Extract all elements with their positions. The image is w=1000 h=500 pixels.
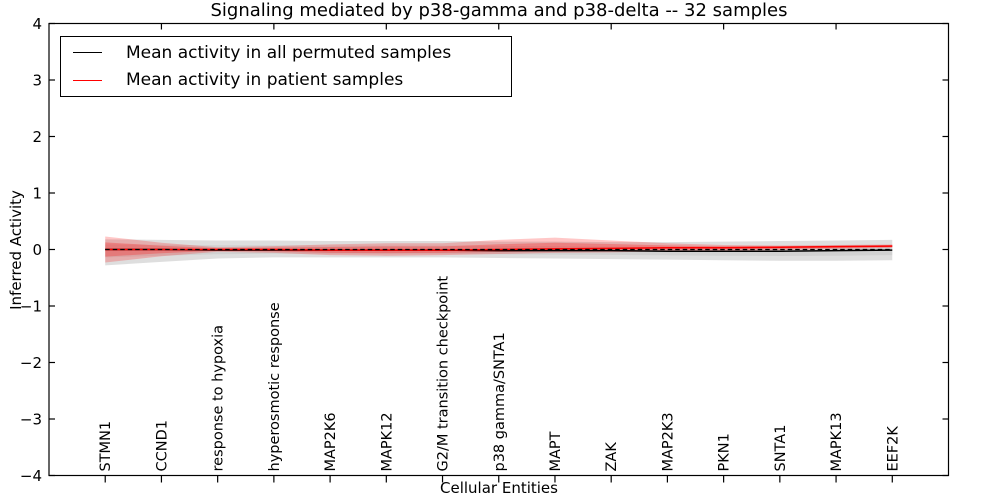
y-tick-label: 3 <box>32 72 42 90</box>
x-category-label: MAPK13 <box>829 412 845 471</box>
patient-line-swatch <box>73 79 102 81</box>
legend-item-patient: Mean activity in patient samples <box>73 68 511 92</box>
legend: Mean activity in all permuted samples Me… <box>60 36 512 97</box>
y-tick-label: −2 <box>20 354 42 372</box>
y-tick-label: 2 <box>32 128 42 146</box>
x-category-label: MAP2K6 <box>323 412 339 471</box>
top-x-ticks <box>160 23 837 30</box>
x-category-label: SNTA1 <box>773 425 789 472</box>
x-category-label: G2/M transition checkpoint <box>436 276 452 472</box>
x-category-label: EEF2K <box>885 426 901 472</box>
y-tick-label: 0 <box>32 241 42 259</box>
legend-item-permuted: Mean activity in all permuted samples <box>73 41 511 65</box>
x-category-label: MAPT <box>548 431 564 471</box>
y-tick-label: 1 <box>32 185 42 203</box>
y-tick-label: 4 <box>32 15 42 33</box>
x-category-label: STMN1 <box>98 421 114 472</box>
x-category-label: hyperosmotic response <box>267 302 283 471</box>
y-tick-label: −3 <box>20 411 42 429</box>
x-category-label: PKN1 <box>717 433 733 471</box>
x-category-label: MAPK12 <box>379 412 395 471</box>
permuted-line-swatch <box>73 52 102 54</box>
x-category-label: response to hypoxia <box>211 325 227 472</box>
x-category-label: CCND1 <box>154 420 170 472</box>
y-tick-label: −4 <box>20 467 42 485</box>
y-ticks: −4 −3 −2 −1 0 1 2 3 4 <box>20 15 949 485</box>
legend-label-permuted: Mean activity in all permuted samples <box>126 42 452 63</box>
x-axis-label: Cellular Entities <box>440 479 558 497</box>
x-category-label: ZAK <box>604 442 620 472</box>
x-category-label: p38 gamma/SNTA1 <box>492 332 508 471</box>
chart-title: Signaling mediated by p38-gamma and p38-… <box>210 0 788 21</box>
legend-label-patient: Mean activity in patient samples <box>126 70 404 91</box>
x-ticks-and-labels: STMN1 CCND1 response to hypoxia hyperosmoti… <box>98 276 901 483</box>
x-category-label: MAP2K3 <box>660 412 676 471</box>
y-tick-label: −1 <box>20 298 42 316</box>
